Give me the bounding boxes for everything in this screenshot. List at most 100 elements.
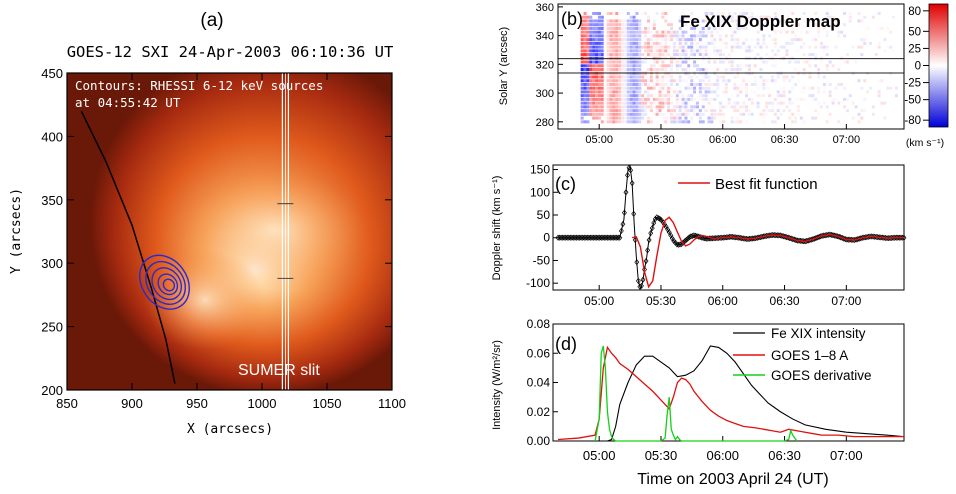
doppler-cell [880, 19, 884, 23]
y-tick-label: 0 [543, 231, 550, 245]
doppler-cell [612, 75, 616, 79]
doppler-cell [580, 82, 584, 86]
doppler-cell [623, 53, 627, 57]
doppler-cell [730, 19, 734, 23]
doppler-cell [589, 45, 593, 49]
doppler-cell [618, 60, 622, 64]
doppler-cell [618, 19, 622, 23]
doppler-cell [693, 75, 697, 79]
doppler-cell [621, 30, 625, 34]
doppler-cell [658, 45, 662, 49]
doppler-cell [799, 30, 803, 34]
series-green [594, 345, 798, 442]
doppler-cell [580, 38, 584, 42]
doppler-cell [811, 97, 815, 101]
doppler-cell [606, 26, 610, 30]
doppler-cell [742, 41, 746, 45]
doppler-cell [791, 75, 795, 79]
doppler-cell [566, 64, 570, 68]
colorbar-tick-label: 80 [908, 6, 921, 18]
observed-point [615, 234, 621, 241]
doppler-cell [877, 11, 881, 15]
doppler-cell [817, 112, 821, 116]
doppler-cell [586, 49, 590, 53]
doppler-cell [655, 60, 659, 64]
doppler-cell [759, 75, 763, 79]
doppler-cell [701, 94, 705, 98]
observed-point [558, 234, 564, 241]
doppler-cell [661, 53, 665, 57]
doppler-cell [684, 109, 688, 113]
doppler-cell [626, 94, 630, 98]
doppler-cell [863, 79, 867, 83]
doppler-cell [583, 94, 587, 98]
doppler-cell [739, 68, 743, 72]
doppler-cell [704, 53, 708, 57]
doppler-cell [632, 109, 636, 113]
doppler-cell [707, 60, 711, 64]
doppler-cell [661, 97, 665, 101]
doppler-cell [874, 53, 878, 57]
doppler-cell [863, 38, 867, 42]
doppler-cell [713, 86, 717, 90]
doppler-cell [698, 34, 702, 38]
doppler-cell [566, 45, 570, 49]
doppler-cell [661, 79, 665, 83]
contour-level [145, 260, 187, 305]
doppler-cell [794, 120, 798, 124]
doppler-cell [791, 26, 795, 30]
doppler-cell [664, 11, 668, 15]
doppler-cell [727, 26, 731, 30]
doppler-cell [768, 79, 772, 83]
doppler-cell [745, 120, 749, 124]
doppler-cell [782, 79, 786, 83]
doppler-cell [698, 26, 702, 30]
x-tick-label: 1000 [248, 396, 277, 411]
doppler-cell [707, 41, 711, 45]
doppler-cell [580, 109, 584, 113]
x-tick-label: 07:00 [831, 294, 861, 308]
doppler-cell [672, 45, 676, 49]
doppler-cell [713, 53, 717, 57]
doppler-cell [632, 101, 636, 105]
doppler-cell [796, 30, 800, 34]
doppler-cell [866, 26, 870, 30]
doppler-cell [644, 101, 648, 105]
doppler-cell [831, 64, 835, 68]
contour-level [151, 267, 183, 301]
doppler-cell [606, 11, 610, 15]
doppler-cell [756, 45, 760, 49]
doppler-cell [860, 45, 864, 49]
panel-d-label: (d) [555, 334, 577, 354]
doppler-cell [678, 53, 682, 57]
doppler-cell [615, 41, 619, 45]
doppler-cell [695, 82, 699, 86]
doppler-cell [739, 64, 743, 68]
doppler-cell [646, 49, 650, 53]
doppler-cell [736, 68, 740, 72]
doppler-cell [721, 75, 725, 79]
doppler-cell [773, 23, 777, 27]
doppler-cell [750, 82, 754, 86]
doppler-cell [626, 38, 630, 42]
doppler-cell [840, 101, 844, 105]
colorbar-tick-label: -25 [904, 78, 921, 90]
observed-point [601, 234, 607, 241]
doppler-cell [655, 38, 659, 42]
observed-point [586, 234, 592, 241]
doppler-cell [860, 116, 864, 120]
doppler-cell [629, 101, 633, 105]
doppler-cell [586, 30, 590, 34]
doppler-cell [690, 64, 694, 68]
doppler-cell [704, 45, 708, 49]
doppler-cell [693, 60, 697, 64]
doppler-cell [583, 38, 587, 42]
doppler-cell [586, 112, 590, 116]
doppler-cell [710, 97, 714, 101]
doppler-cell [629, 60, 633, 64]
doppler-cell [664, 64, 668, 68]
doppler-cell [756, 15, 760, 19]
doppler-cell [721, 90, 725, 94]
doppler-cell [690, 86, 694, 90]
doppler-cell [724, 68, 728, 72]
